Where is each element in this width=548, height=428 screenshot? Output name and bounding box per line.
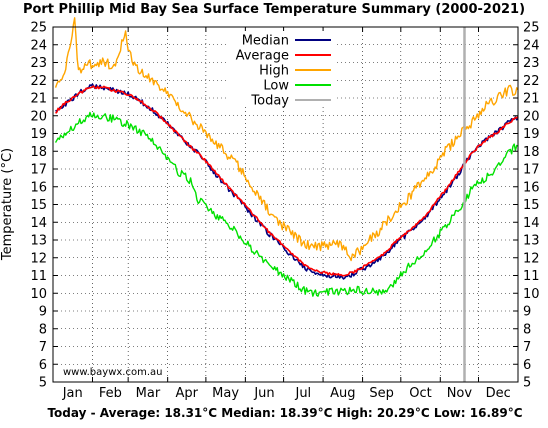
- y-tick-label-right: 5: [523, 376, 531, 391]
- x-tick-label: Oct: [409, 386, 431, 401]
- y-tick-label-right: 9: [523, 305, 531, 320]
- y-tick-label-left: 11: [30, 269, 47, 284]
- plot-series: [54, 17, 519, 382]
- y-tick-label-right: 24: [523, 38, 540, 53]
- x-tick-label: Mar: [136, 386, 161, 401]
- y-tick-label-left: 22: [30, 74, 47, 89]
- y-tick-label-left: 8: [39, 322, 47, 337]
- x-tick-label: Jan: [62, 386, 83, 401]
- x-tick-label: Feb: [99, 386, 122, 401]
- y-tick-label-left: 24: [30, 38, 47, 53]
- y-tick-label-right: 18: [523, 145, 540, 160]
- y-tick-label-left: 12: [30, 251, 47, 266]
- y-tick-label-left: 14: [30, 216, 47, 231]
- y-tick-label-right: 11: [523, 269, 540, 284]
- y-tick-label-left: 9: [39, 305, 47, 320]
- chart-title: Port Phillip Mid Bay Sea Surface Tempera…: [23, 2, 525, 17]
- y-tick-label-right: 17: [523, 163, 540, 178]
- legend-label-low: Low: [263, 79, 289, 94]
- y-tick-label-right: 19: [523, 127, 540, 142]
- legend-label-median: Median: [242, 34, 289, 49]
- y-tick-label-right: 10: [523, 287, 540, 302]
- y-tick-label-right: 13: [523, 234, 540, 249]
- x-tick-label: Jul: [294, 386, 311, 401]
- y-axis-label: Temperature (°C): [0, 148, 15, 261]
- y-tick-label-right: 21: [523, 92, 540, 107]
- series-line-high: [54, 17, 519, 262]
- legend-box: [226, 31, 336, 104]
- x-tick-label: May: [212, 386, 239, 401]
- y-tick-label-left: 5: [39, 376, 47, 391]
- y-tick-label-right: 20: [523, 109, 540, 124]
- x-tick-label: Jun: [253, 386, 274, 401]
- y-tick-label-left: 6: [39, 358, 47, 373]
- y-tick-label-left: 13: [30, 234, 47, 249]
- axis-ticks: 5 5 6 6 7 7 8 8 9 9 10 10 11 11 12 12 13 13 14 14 15 15 16 16 17…: [30, 21, 539, 402]
- y-tick-label-right: 12: [523, 251, 540, 266]
- series-line-low: [54, 111, 519, 297]
- y-tick-label-left: 23: [30, 56, 47, 71]
- series-line-average: [55, 85, 519, 277]
- y-tick-label-right: 6: [523, 358, 531, 373]
- y-tick-label-right: 16: [523, 180, 540, 195]
- watermark: www.baywx.com.au: [63, 367, 162, 378]
- y-tick-label-left: 15: [30, 198, 47, 213]
- y-tick-label-right: 23: [523, 56, 540, 71]
- summary-footer: Today - Average: 18.31°C Median: 18.39°C…: [47, 406, 522, 420]
- y-tick-label-left: 10: [30, 287, 47, 302]
- y-tick-label-right: 7: [523, 340, 531, 355]
- y-tick-label-left: 18: [30, 145, 47, 160]
- x-tick-label: Dec: [486, 386, 511, 401]
- x-tick-label: Apr: [176, 386, 199, 401]
- y-tick-label-left: 20: [30, 109, 47, 124]
- y-tick-label-left: 17: [30, 163, 47, 178]
- y-tick-label-left: 25: [30, 21, 47, 36]
- y-tick-label-left: 21: [30, 92, 47, 107]
- y-tick-label-left: 7: [39, 340, 47, 355]
- x-tick-label: Sep: [369, 386, 394, 401]
- x-tick-label: Nov: [447, 386, 473, 401]
- series-line-median: [55, 83, 519, 280]
- y-tick-label-right: 8: [523, 322, 531, 337]
- y-tick-label-right: 14: [523, 216, 540, 231]
- y-tick-label-left: 19: [30, 127, 47, 142]
- y-tick-label-left: 16: [30, 180, 47, 195]
- legend-label-average: Average: [236, 49, 289, 64]
- y-tick-label-right: 25: [523, 21, 540, 36]
- y-tick-label-right: 15: [523, 198, 540, 213]
- y-tick-label-right: 22: [523, 74, 540, 89]
- x-tick-label: Aug: [330, 386, 355, 401]
- legend-label-high: High: [259, 64, 289, 79]
- legend-label-today: Today: [250, 94, 289, 109]
